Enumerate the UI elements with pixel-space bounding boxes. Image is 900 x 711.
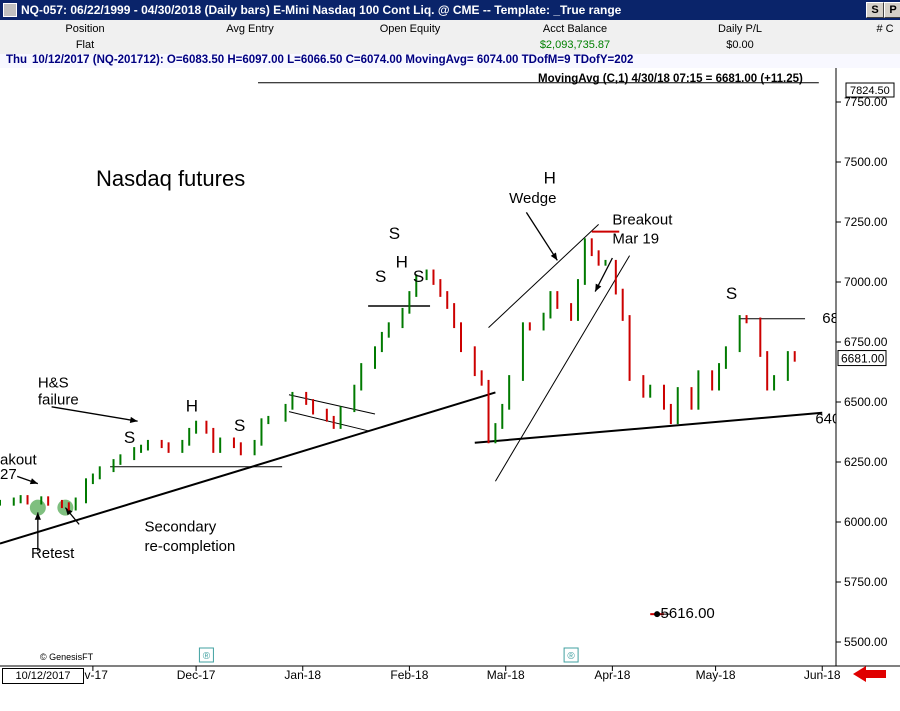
wedge-top-line: [488, 224, 599, 328]
trendlines: [0, 82, 823, 618]
x-tick-label: Mar-18: [487, 668, 525, 682]
arrow-head-icon: [65, 507, 73, 516]
x-tick-label: Jan-18: [284, 668, 321, 682]
scroll-right-arrow-icon: [853, 666, 886, 682]
flag-bottom: [288, 411, 369, 432]
annotation-label: Secondary: [144, 519, 216, 536]
annotation-label: S: [375, 267, 386, 286]
acct-balance-header: Acct Balance: [542, 23, 608, 35]
annotation-label: Mar 19: [612, 231, 659, 248]
s-button[interactable]: S: [866, 2, 884, 18]
r-marker-glyph: ®: [567, 651, 575, 662]
account-bar: Position Avg Entry Open Equity Acct Bala…: [0, 20, 900, 55]
chart-area[interactable]: Nasdaq futures S H S H&S failure akout 27 Retest…: [0, 68, 900, 706]
daily-pl-value: $0.00: [726, 39, 754, 51]
daily-pl-header: Daily P/L: [717, 23, 763, 35]
wedge-bottom-line: [494, 255, 631, 482]
annotation-label: 27: [0, 466, 17, 483]
flag-top: [288, 394, 376, 415]
bar-ohlc: 10/12/2017 (NQ-201712): O=6083.50 H=6097…: [32, 54, 634, 66]
r-marker-icon: [198, 647, 214, 663]
annotation-label: H: [396, 253, 408, 272]
date-box: 10/12/2017: [2, 668, 84, 684]
annotation-arrow: [525, 212, 558, 261]
x-tick-label: ov-17: [78, 668, 108, 682]
y-tick-label: 6500.00: [844, 395, 888, 409]
y-tick-label: 5750.00: [844, 575, 888, 589]
secondary-marker: [57, 499, 74, 516]
r-marker-glyph: ®: [203, 651, 211, 662]
annotation-label: S: [124, 428, 135, 447]
position-header: Position: [65, 23, 105, 35]
arrow-head-icon: [550, 252, 558, 261]
arrow-head-icon: [129, 416, 138, 424]
annotation-label: Breakout: [612, 211, 673, 228]
y-tick-label: 7250.00: [844, 215, 888, 229]
annotation-label: re-completion: [144, 538, 235, 555]
annotation-label: S: [234, 416, 245, 435]
annotation-label: H&S: [38, 375, 69, 392]
y-axis: 5500.00 5750.00 6000.00 6250.00 6500.00 6750.…: [835, 68, 900, 666]
chart-title: Nasdaq futures: [96, 166, 245, 191]
current-price-box: [837, 350, 887, 367]
annotation-label: Retest: [31, 545, 75, 562]
y-tick-label: 7000.00: [844, 275, 888, 289]
y-axis-panel: [836, 68, 900, 666]
arrow-head-icon: [595, 283, 602, 292]
top-value-box: [845, 82, 895, 98]
y-tick-label: 6750.00: [844, 335, 888, 349]
price-chart[interactable]: Nasdaq futuresSHSH&Sfailureakout27Retest…: [0, 68, 900, 706]
watermark: © GenesisFT: [40, 652, 94, 662]
y-tick-label: 6250.00: [844, 455, 888, 469]
annotation-label: Wedge: [509, 190, 556, 207]
window-title-bar: NQ-057: 06/22/1999 - 04/30/2018 (Daily b…: [0, 0, 900, 20]
y-tick-label: 7500.00: [844, 155, 888, 169]
x-axis: ov-17 Dec-17 Jan-18 Feb-18 Mar-18 Apr-18 May-1…: [0, 647, 900, 682]
y-tick-label: 7750.00: [844, 95, 888, 109]
x-tick-label: Feb-18: [390, 668, 428, 682]
y-tick-label: 6000.00: [844, 515, 888, 529]
bar-info: Thu 10/12/2017 (NQ-201712): O=6083.50 H=…: [0, 54, 900, 68]
annotation-label: S: [726, 284, 737, 303]
current-price-label: 6681.00: [841, 352, 885, 366]
annotation-label: failure: [38, 391, 79, 408]
annotation-label: H: [186, 397, 198, 416]
uptrend-line: [0, 391, 496, 545]
x-tick-label: May-18: [696, 668, 736, 682]
bar-day: Thu: [6, 54, 28, 66]
annotation-label: S: [413, 267, 424, 286]
acct-balance-value: $2,093,735.87: [539, 39, 611, 51]
window-title: NQ-057: 06/22/1999 - 04/30/2018 (Daily b…: [21, 3, 622, 17]
avg-entry-header: Avg Entry: [226, 23, 274, 35]
arrow-head-icon: [34, 512, 41, 520]
annotation-label: H: [544, 169, 556, 188]
contracts-header: # C: [876, 23, 894, 35]
annotation-label: 5616.00: [661, 605, 715, 622]
target-dot: [654, 611, 661, 618]
top-value-label: 7824.50: [850, 85, 890, 97]
open-equity-header: Open Equity: [379, 23, 441, 35]
x-tick-label: Jun-18: [804, 668, 841, 682]
annotation-label: akout: [0, 451, 38, 468]
x-tick-label: Dec-17: [177, 668, 216, 682]
r-marker-icon: [563, 647, 579, 663]
arrow-head-icon: [29, 478, 38, 485]
position-value: Flat: [75, 39, 95, 51]
neckline: [474, 411, 823, 444]
app-icon: [3, 3, 17, 17]
annotation-label: S: [389, 224, 400, 243]
price-bars: [0, 238, 796, 511]
x-tick-label: Apr-18: [594, 668, 630, 682]
p-button[interactable]: P: [884, 2, 900, 18]
y-tick-label: 5500.00: [844, 635, 888, 649]
annotations: Nasdaq futuresSHSH&Sfailureakout27Retest…: [0, 166, 876, 622]
annotation-arrow: [51, 406, 138, 422]
indicator-label: MovingAvg (C,1) 4/30/18 07:15 = 6681.00 …: [538, 73, 803, 85]
